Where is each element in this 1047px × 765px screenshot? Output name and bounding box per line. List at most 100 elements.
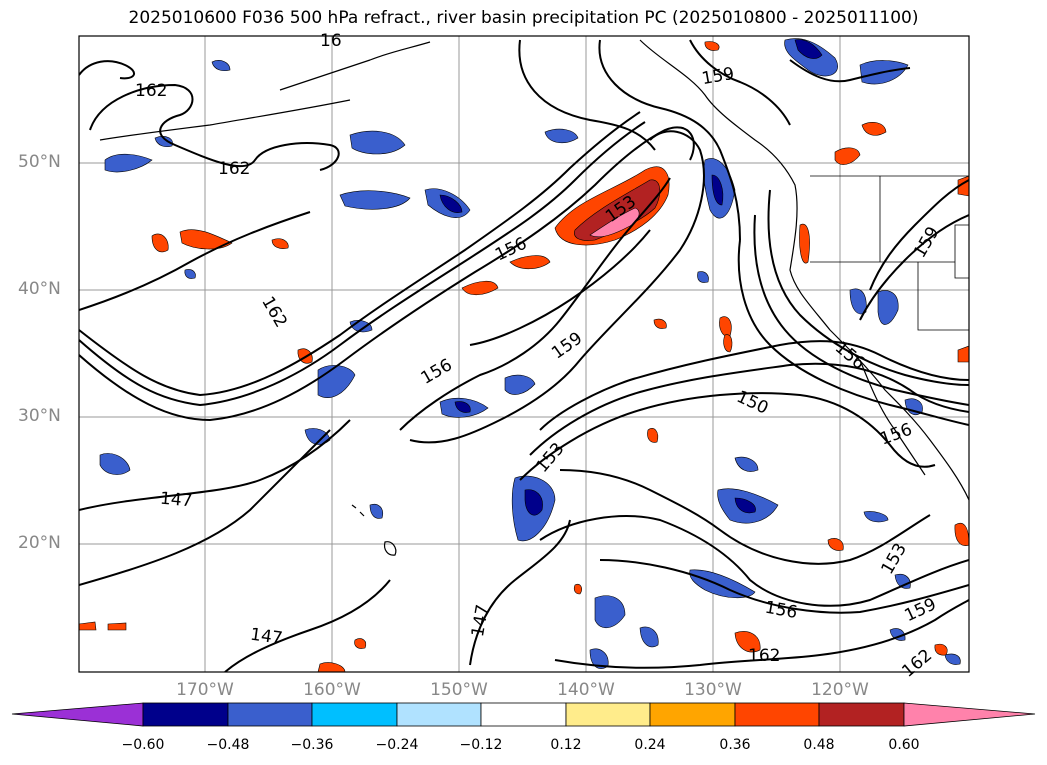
precip-blob xyxy=(339,190,411,210)
precip-blob xyxy=(877,290,899,325)
colorbar-tick-label: −0.48 xyxy=(206,737,250,753)
precip-blob xyxy=(863,511,889,523)
precip-blob xyxy=(711,174,724,206)
precip-fill-positive xyxy=(79,41,969,672)
precip-blob xyxy=(639,626,659,648)
refractivity-contours xyxy=(79,39,969,672)
contour-labels: 162 162 162 162 156 153 156 159 159 159 … xyxy=(135,31,943,682)
precip-blob xyxy=(653,318,667,329)
precip-blob xyxy=(151,233,169,253)
precip-blob xyxy=(734,631,761,653)
colorbar-tick-label: −0.24 xyxy=(375,737,419,753)
precip-blob xyxy=(154,136,173,148)
precip-blob xyxy=(354,638,367,649)
colorbar xyxy=(11,702,1036,727)
precip-blob xyxy=(594,595,626,628)
precip-blob xyxy=(349,130,406,155)
contour-label: 147 xyxy=(249,625,284,649)
colorbar-segment xyxy=(903,702,1036,727)
precip-blob xyxy=(544,128,579,144)
precip-blob xyxy=(799,223,810,264)
lat-label: 50°N xyxy=(18,152,61,172)
precip-blob xyxy=(179,229,233,250)
colorbar-tick-label: 0.36 xyxy=(719,737,751,753)
colorbar-segment xyxy=(565,702,651,727)
precip-blob xyxy=(723,334,733,353)
precip-blob xyxy=(957,345,969,363)
lat-label: 40°N xyxy=(18,279,61,299)
precip-blob xyxy=(689,569,756,599)
colorbar-segment xyxy=(11,702,144,727)
colorbar-segment xyxy=(227,702,313,727)
hawaii-islands xyxy=(383,541,397,556)
precip-blob xyxy=(107,622,127,631)
precip-blob xyxy=(934,643,948,656)
contour-label: 162 xyxy=(748,646,780,666)
colorbar-tick-label: 0.12 xyxy=(550,737,582,753)
lon-label: 140°W xyxy=(557,680,615,700)
precip-blob xyxy=(574,179,660,241)
contour-label: 16 xyxy=(320,31,342,51)
alaska-coast xyxy=(279,41,431,91)
map-title: 2025010600 F036 500 hPa refract., river … xyxy=(128,8,919,28)
colorbar-segment xyxy=(649,702,736,727)
aleutian-chain xyxy=(99,99,351,141)
precip-blob xyxy=(317,365,356,398)
colorbar-tick-label: −0.36 xyxy=(290,737,334,753)
precip-blob xyxy=(834,147,861,165)
colorbar-segment xyxy=(142,702,229,727)
lat-label: 30°N xyxy=(18,406,61,426)
baja-coast xyxy=(859,359,926,476)
lat-label: 20°N xyxy=(18,533,61,553)
precip-blob xyxy=(849,288,867,315)
precip-blob xyxy=(369,503,383,519)
contour-label: 156 xyxy=(877,420,914,450)
precip-blob xyxy=(439,194,463,213)
contour-label: 147 xyxy=(468,603,493,638)
precip-blob xyxy=(827,538,844,551)
precip-blob xyxy=(99,453,131,475)
precip-blob xyxy=(317,662,346,672)
colorbar-segment xyxy=(396,702,482,727)
precip-blob xyxy=(454,401,471,413)
contour-label: 153 xyxy=(532,439,568,477)
borders xyxy=(810,175,969,331)
colorbar-tick-label: 0.48 xyxy=(803,737,835,753)
precip-blob xyxy=(944,653,961,665)
precip-blob xyxy=(461,280,499,296)
colorbar-tick-label: −0.12 xyxy=(459,737,503,753)
contour-label: 159 xyxy=(700,64,735,89)
precip-blob xyxy=(509,255,551,270)
lon-label: 170°W xyxy=(176,680,234,700)
colorbar-segment xyxy=(311,702,398,727)
precip-blob xyxy=(524,489,543,516)
precip-blob xyxy=(954,522,969,546)
contour-label: 162 xyxy=(257,293,291,331)
lon-label: 120°W xyxy=(811,680,869,700)
lon-label: 130°W xyxy=(684,680,742,700)
precip-blob xyxy=(304,428,331,445)
precip-blob xyxy=(734,456,759,472)
precip-blob xyxy=(271,238,289,249)
precip-blob xyxy=(647,428,659,443)
hawaii-islands xyxy=(351,504,365,517)
contour-label: 156 xyxy=(418,355,456,389)
precip-blob xyxy=(589,207,640,238)
precip-blob xyxy=(719,316,732,337)
colorbar-tick-label: 0.24 xyxy=(634,737,666,753)
precip-blob xyxy=(79,621,97,631)
colorbar-tick-label: −0.60 xyxy=(121,737,165,753)
colorbar-tick-label: 0.60 xyxy=(888,737,920,753)
contour-label: 162 xyxy=(898,645,936,681)
contour-label: 162 xyxy=(218,159,250,179)
precip-blob xyxy=(697,271,709,283)
precip-fill-negative xyxy=(99,38,961,669)
precip-blob xyxy=(861,122,887,136)
precip-blob xyxy=(794,39,823,59)
precip-blob xyxy=(211,60,231,72)
colorbar-segment xyxy=(818,702,905,727)
precip-blob xyxy=(573,583,582,595)
precip-blob xyxy=(704,41,720,51)
precip-blob xyxy=(104,153,153,173)
